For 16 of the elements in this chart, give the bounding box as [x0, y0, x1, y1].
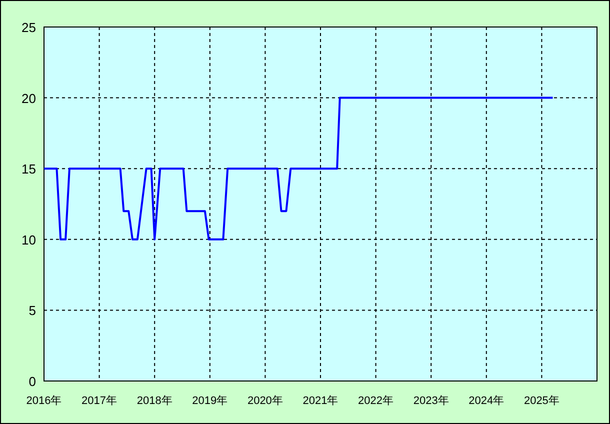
y-tick-label: 25 — [22, 20, 36, 35]
y-tick-label: 0 — [28, 374, 36, 389]
x-tick-label: 2018年 — [136, 395, 172, 407]
x-tick-label: 2025年 — [524, 395, 560, 407]
x-tick-label: 2019年 — [192, 395, 228, 407]
x-tick-label: 2016年 — [26, 395, 62, 407]
x-tick-label: 2021年 — [302, 395, 338, 407]
y-tick-label: 5 — [28, 303, 36, 318]
x-tick-label: 2022年 — [358, 395, 394, 407]
x-tick-label: 2017年 — [82, 395, 118, 407]
y-tick-label: 15 — [22, 162, 36, 177]
y-tick-label: 20 — [22, 90, 36, 106]
x-tick-label: 2024年 — [468, 395, 504, 407]
x-tick-label: 2020年 — [247, 395, 283, 407]
x-tick-label: 2023年 — [413, 395, 449, 407]
y-tick-label: 10 — [22, 232, 36, 248]
